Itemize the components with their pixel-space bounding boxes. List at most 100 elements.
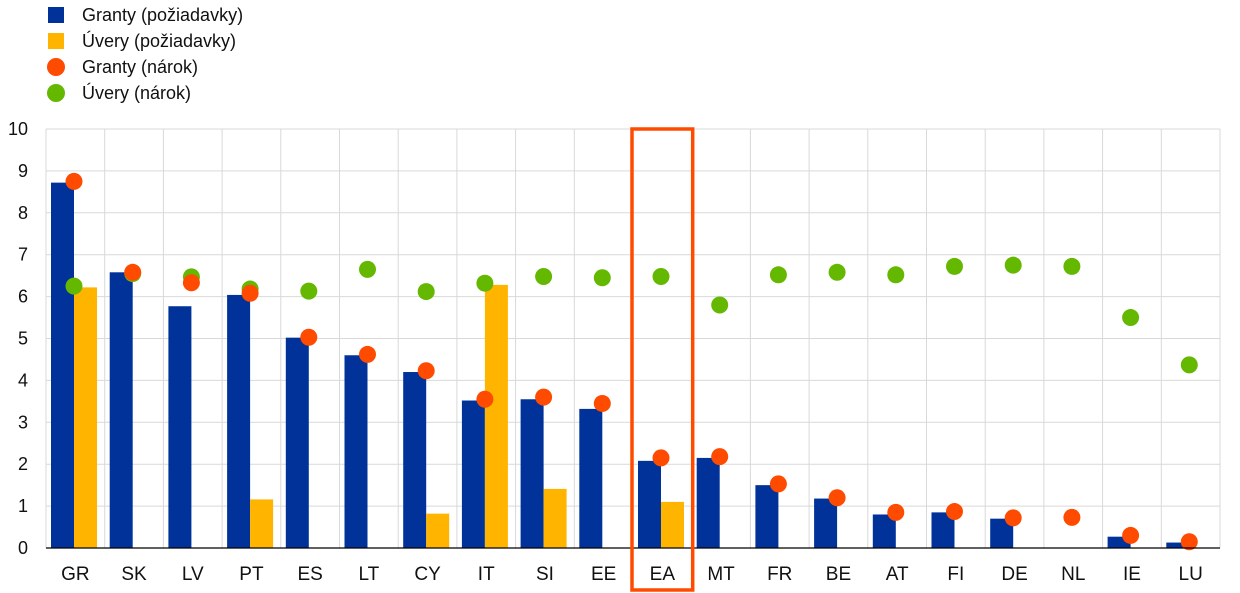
x-tick-label-cy: CY	[414, 564, 441, 585]
x-tick-label-nl: NL	[1061, 564, 1085, 585]
bar-granty-poziadavky-lt	[344, 355, 368, 548]
dot-uvery-narok-ea	[652, 267, 670, 285]
bar-granty-poziadavky-fr	[755, 485, 779, 548]
dot-granty-narok-pt	[241, 284, 259, 302]
y-tick-label: 8	[18, 203, 28, 223]
dot-uvery-narok-lt	[359, 260, 376, 278]
dot-granty-narok-si	[535, 388, 553, 406]
legend: Granty (požiadavky) Úvery (požiadavky) G…	[46, 2, 243, 106]
legend-item-granty-poziadavky: Granty (požiadavky)	[46, 2, 243, 28]
x-tick-label-lu: LU	[1179, 564, 1203, 585]
x-tick-label-lv: LV	[182, 564, 204, 585]
x-tick-label-fi: FI	[947, 564, 964, 585]
legend-label-granty-narok: Granty (nárok)	[82, 57, 199, 77]
legend-label-uvery-poziadavky: Úvery (požiadavky)	[82, 31, 237, 51]
x-tick-label-gr: GR	[61, 564, 90, 585]
y-tick-label: 10	[8, 119, 28, 139]
bar-granty-poziadavky-be	[814, 498, 838, 548]
bar-granty-poziadavky-at	[872, 514, 896, 548]
legend-swatch-granty-narok	[47, 58, 65, 76]
dot-granty-narok-nl	[1063, 508, 1081, 526]
legend-swatch-granty-poziadavky	[48, 7, 64, 23]
dot-granty-narok-fr	[769, 475, 787, 493]
y-tick-label: 2	[18, 454, 28, 474]
dot-uvery-narok-mt	[711, 296, 729, 314]
dot-granty-narok-lv	[182, 274, 200, 292]
dot-granty-narok-ea	[652, 449, 670, 467]
x-tick-label-es: ES	[297, 564, 322, 585]
bar-granty-poziadavky-mt	[696, 457, 720, 548]
x-tick-label-ie: IE	[1123, 564, 1141, 585]
dot-uvery-narok-si	[535, 267, 553, 285]
dot-uvery-narok-fr	[769, 266, 787, 284]
legend-label-uvery-narok: Úvery (nárok)	[82, 83, 192, 103]
dot-granty-narok-fi	[946, 503, 963, 521]
dot-granty-narok-ie	[1122, 526, 1140, 544]
x-tick-label-at: AT	[886, 564, 909, 585]
dot-granty-narok-sk	[124, 263, 142, 281]
y-tick-label: 3	[18, 412, 28, 432]
bar-granty-poziadavky-lv	[168, 306, 192, 548]
x-tick-label-mt: MT	[707, 564, 735, 585]
dot-granty-narok-at	[887, 503, 905, 521]
bar-uvery-poziadavky-gr	[74, 287, 97, 548]
bar-granty-poziadavky-cy	[403, 372, 427, 548]
bar-granty-poziadavky-sk	[109, 272, 133, 548]
dot-uvery-narok-lu	[1180, 356, 1198, 374]
dot-uvery-narok-nl	[1063, 257, 1081, 275]
bar-granty-poziadavky-lu	[1166, 542, 1190, 548]
dot-granty-narok-de	[1004, 509, 1022, 527]
dot-granty-narok-cy	[417, 362, 435, 380]
legend-label-granty-poziadavky: Granty (požiadavky)	[82, 5, 244, 25]
bar-granty-poziadavky-ie	[1107, 536, 1131, 548]
y-tick-label: 1	[18, 496, 28, 516]
x-tick-label-ea: EA	[650, 564, 676, 585]
dot-uvery-narok-cy	[417, 283, 435, 301]
dot-uvery-narok-gr	[65, 277, 83, 295]
x-tick-label-ee: EE	[591, 564, 616, 585]
dot-granty-narok-be	[828, 489, 846, 507]
x-tick-label-de: DE	[1001, 564, 1027, 585]
x-tick-label-lt: LT	[358, 564, 379, 585]
bar-uvery-poziadavky-si	[543, 488, 567, 548]
dot-uvery-narok-fi	[946, 257, 963, 275]
legend-item-uvery-poziadavky: Úvery (požiadavky)	[46, 28, 243, 54]
legend-item-granty-narok: Granty (nárok)	[46, 54, 243, 80]
bar-uvery-poziadavky-it	[484, 284, 508, 548]
y-tick-label: 7	[18, 245, 28, 265]
legend-swatch-uvery-narok	[47, 84, 65, 102]
dot-uvery-narok-it	[476, 274, 494, 292]
bar-granty-poziadavky-ea	[638, 460, 661, 548]
legend-swatch-uvery-poziadavky	[48, 33, 64, 49]
bar-granty-poziadavky-gr	[51, 182, 74, 548]
dot-uvery-narok-be	[828, 263, 846, 281]
y-tick-label: 4	[18, 370, 28, 390]
bar-granty-poziadavky-fi	[931, 512, 955, 548]
bar-uvery-poziadavky-ea	[661, 501, 684, 548]
bar-uvery-poziadavky-pt	[250, 499, 274, 548]
highlight-box-ea	[630, 127, 695, 592]
legend-item-uvery-narok: Úvery (nárok)	[46, 80, 243, 106]
x-tick-label-fr: FR	[767, 564, 792, 585]
dot-granty-narok-es	[300, 328, 318, 346]
dot-granty-narok-it	[476, 390, 494, 408]
bar-granty-poziadavky-pt	[227, 294, 251, 548]
x-tick-label-it: IT	[478, 564, 495, 585]
y-tick-label: 0	[18, 538, 28, 558]
dot-uvery-narok-ie	[1122, 309, 1140, 327]
dots	[65, 172, 1198, 551]
dot-granty-narok-mt	[711, 448, 729, 466]
bars	[51, 182, 1190, 548]
dot-uvery-narok-ee	[593, 269, 611, 287]
bar-granty-poziadavky-de	[990, 518, 1014, 548]
dot-uvery-narok-es	[300, 282, 318, 300]
x-tick-label-pt: PT	[239, 564, 264, 585]
dot-uvery-narok-de	[1004, 256, 1022, 274]
y-tick-label: 5	[18, 329, 28, 349]
dot-granty-narok-lt	[359, 345, 376, 363]
bar-granty-poziadavky-es	[285, 337, 309, 548]
x-tick-label-sk: SK	[121, 564, 147, 585]
x-tick-label-be: BE	[826, 564, 851, 585]
y-axis: 0 1 2 3 4 5 6 7 8 9 10	[8, 119, 28, 558]
